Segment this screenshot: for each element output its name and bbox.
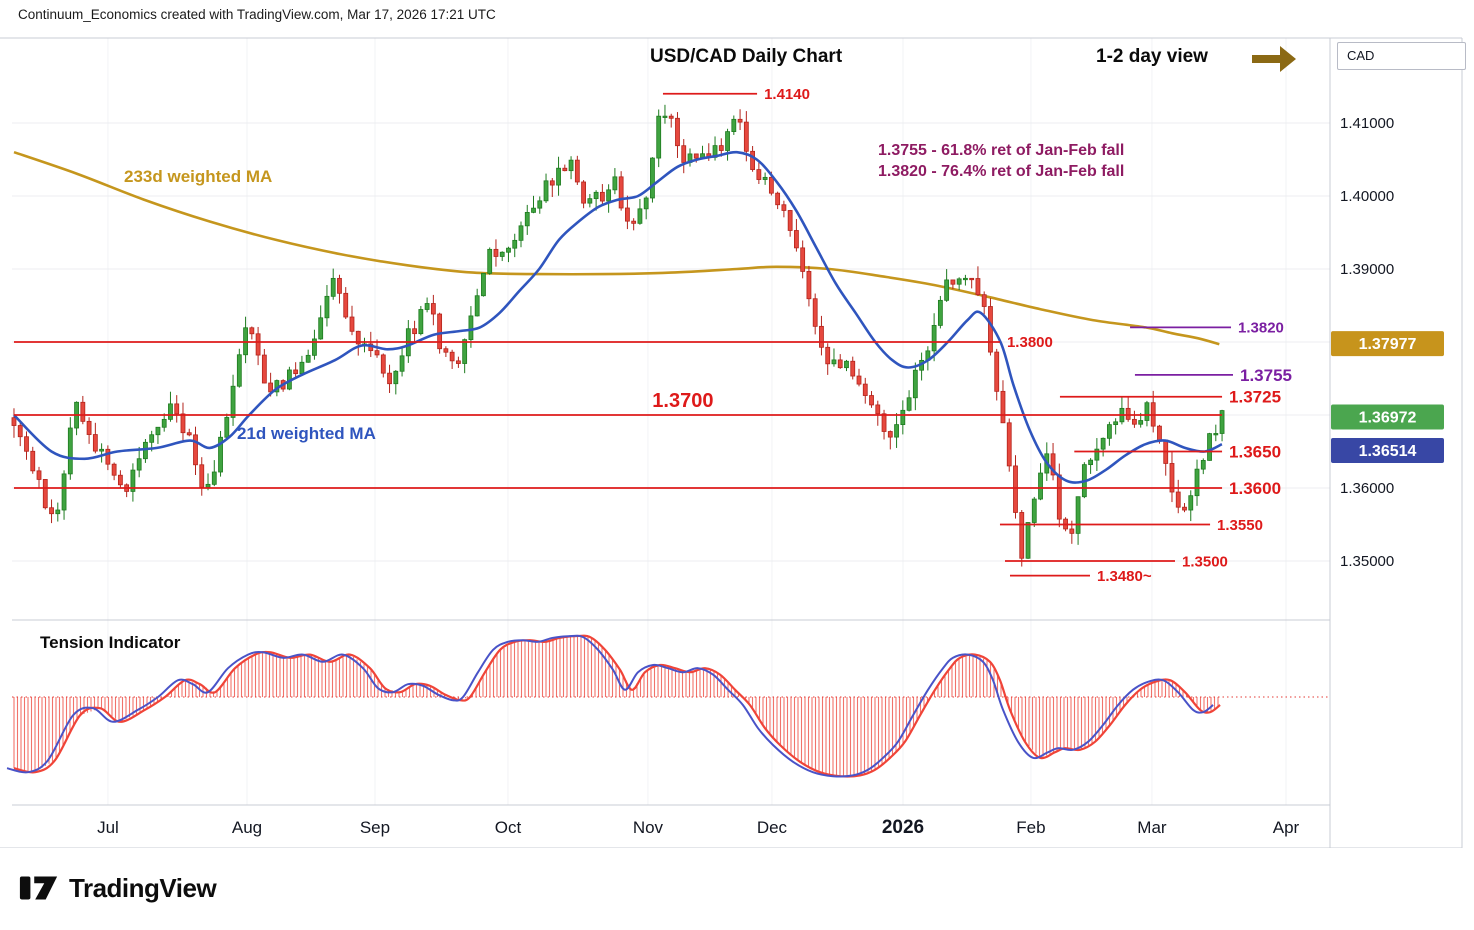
price-level-label: 1.3600 bbox=[1229, 479, 1281, 498]
tension-indicator bbox=[6, 634, 1330, 778]
price-level-label: 1.4140 bbox=[764, 86, 810, 103]
tradingview-logo-icon bbox=[19, 876, 58, 900]
time-axis: Jul Aug Sep Oct Nov Dec 2026 Feb Mar Apr bbox=[97, 817, 1299, 838]
time-axis-label: Feb bbox=[1016, 818, 1045, 837]
tension-indicator-label: Tension Indicator bbox=[40, 633, 181, 652]
price-level-label: 1.3800 bbox=[1007, 334, 1053, 351]
time-axis-label: Apr bbox=[1273, 818, 1300, 837]
price-level-label: 1.3650 bbox=[1229, 442, 1281, 461]
view-horizon-label: 1-2 day view bbox=[1096, 46, 1208, 67]
price-levels: 1.4140 1.3820 1.3800 1.3755 1.3725 1.3700 1.36… bbox=[13, 86, 1292, 585]
retracement-line-1: 1.3755 - 61.8% ret of Jan-Feb fall bbox=[878, 142, 1125, 159]
ma-21-line bbox=[13, 150, 1223, 484]
time-axis-label: Aug bbox=[232, 818, 262, 837]
price-axis: 1.41000 1.40000 1.39000 1.36000 1.35000 1.379… bbox=[1331, 115, 1444, 570]
price-badge bbox=[1331, 331, 1444, 357]
price-axis-label: 1.35000 bbox=[1340, 553, 1394, 570]
price-level-label: 1.3700 bbox=[652, 390, 713, 412]
tension-histogram bbox=[13, 636, 1219, 777]
price-level-label: 1.3820 bbox=[1238, 320, 1284, 337]
price-axis-label: 1.40000 bbox=[1340, 188, 1394, 205]
time-axis-label: Mar bbox=[1137, 818, 1167, 837]
chart-canvas: 1.4140 1.3820 1.3800 1.3755 1.3725 1.3700 1.36… bbox=[0, 37, 1463, 848]
price-level-label: 1.3550 bbox=[1217, 517, 1263, 534]
retracement-line-2: 1.3820 - 76.4% ret of Jan-Feb fall bbox=[878, 163, 1125, 180]
price-level-label: 1.3480~ bbox=[1097, 568, 1152, 585]
time-axis-label: Nov bbox=[633, 818, 664, 837]
tension-signal-line bbox=[6, 634, 1214, 778]
time-axis-label: Sep bbox=[360, 818, 390, 837]
symbol-axis-box: CAD bbox=[1337, 42, 1466, 70]
ma21-label: 21d weighted MA bbox=[237, 424, 376, 443]
time-axis-label: 2026 bbox=[882, 817, 924, 838]
price-badge-label: 1.36514 bbox=[1359, 443, 1417, 460]
panel-borders bbox=[0, 37, 1463, 848]
price-axis-label: 1.41000 bbox=[1340, 115, 1394, 132]
price-axis-label: 1.39000 bbox=[1340, 261, 1394, 278]
time-axis-label: Jul bbox=[97, 818, 119, 837]
chart-title: USD/CAD Daily Chart bbox=[650, 46, 843, 67]
price-badge-label: 1.36972 bbox=[1359, 410, 1417, 427]
price-level-label: 1.3755 bbox=[1240, 366, 1292, 385]
tradingview-brand[interactable]: TradingView bbox=[18, 869, 217, 907]
ma-233-line bbox=[13, 150, 1220, 346]
price-badge bbox=[1331, 437, 1444, 463]
price-axis-label: 1.36000 bbox=[1340, 480, 1394, 497]
chart-credit: Continuum_Economics created with Trading… bbox=[18, 7, 496, 22]
price-level-label: 1.3725 bbox=[1229, 388, 1281, 407]
arrow-icon bbox=[1252, 46, 1296, 72]
price-badge bbox=[1331, 404, 1444, 430]
price-badge-label: 1.37977 bbox=[1359, 336, 1417, 353]
symbol-axis-label: CAD bbox=[1347, 48, 1375, 63]
tradingview-wordmark: TradingView bbox=[69, 872, 217, 903]
ma233-label: 233d weighted MA bbox=[124, 167, 273, 186]
time-axis-label: Dec bbox=[757, 818, 788, 837]
time-axis-label: Oct bbox=[495, 818, 522, 837]
price-level-label: 1.3500 bbox=[1182, 553, 1228, 570]
